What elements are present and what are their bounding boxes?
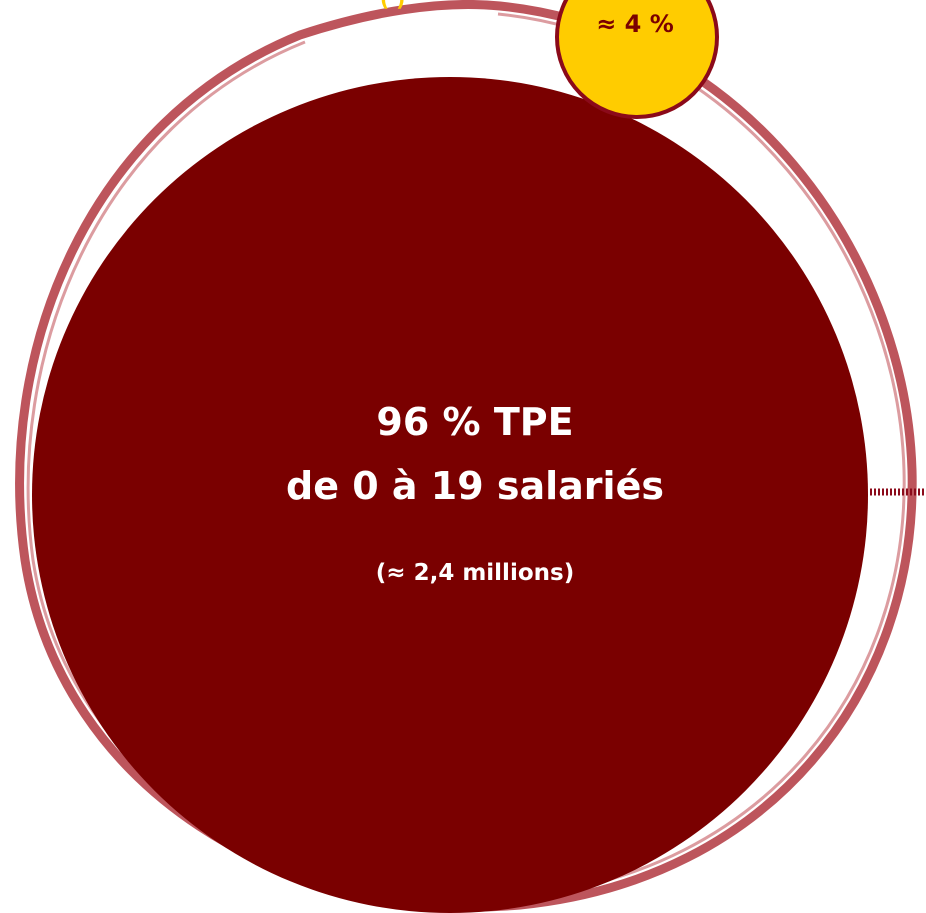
main-circle-count: (≈ 2,4 millions) [375,560,575,586]
main-circle [32,77,868,913]
cropped-label-fragment: ( ) [380,0,405,11]
main-circle-title: 96 % TPE [376,400,574,444]
small-circle [555,0,719,119]
main-circle-subtitle: de 0 à 19 salariés [286,464,664,508]
small-circle-value: ≈ 4 % [596,10,674,38]
